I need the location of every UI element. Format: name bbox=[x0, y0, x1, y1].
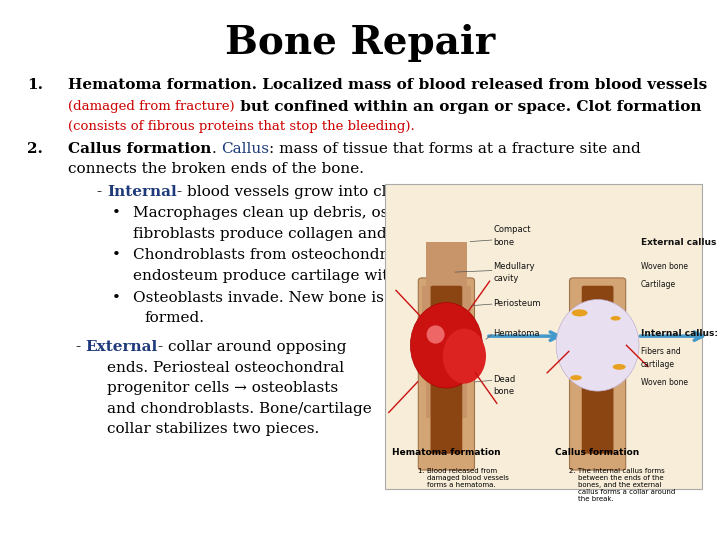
Text: •: • bbox=[112, 248, 120, 262]
Text: Cartilage: Cartilage bbox=[641, 280, 676, 289]
Text: Woven bone: Woven bone bbox=[641, 378, 688, 387]
Text: Macrophages clean up debris, osteoclasts break down dead tissue,: Macrophages clean up debris, osteoclasts… bbox=[133, 206, 650, 220]
Text: •: • bbox=[112, 206, 120, 220]
Text: - blood vessels grow into clot in hematoma: - blood vessels grow into clot in hemato… bbox=[177, 185, 512, 199]
Text: endosteum produce cartilage within the collagen.: endosteum produce cartilage within the c… bbox=[133, 269, 518, 283]
Text: (damaged from fracture): (damaged from fracture) bbox=[68, 100, 235, 113]
Text: Chondroblasts from osteochondral progenitor cells of periosteum and: Chondroblasts from osteochondral progeni… bbox=[133, 248, 673, 262]
Text: cavity: cavity bbox=[493, 274, 518, 284]
Text: but confined within an organ or space. Clot formation: but confined within an organ or space. C… bbox=[235, 100, 701, 114]
Text: collar stabilizes two pieces.: collar stabilizes two pieces. bbox=[107, 422, 319, 436]
Ellipse shape bbox=[557, 300, 639, 391]
FancyBboxPatch shape bbox=[418, 278, 474, 470]
Text: -: - bbox=[76, 340, 86, 354]
Text: Periosteum: Periosteum bbox=[493, 299, 541, 308]
Bar bbox=[422, 286, 471, 308]
Text: Bone Repair: Bone Repair bbox=[225, 24, 495, 62]
Text: formed.: formed. bbox=[144, 311, 204, 325]
Text: 1. Blood released from
    damaged blood vessels
    forms a hematoma.: 1. Blood released from damaged blood ves… bbox=[418, 468, 508, 488]
Text: External: External bbox=[86, 340, 158, 354]
Text: connects the broken ends of the bone.: connects the broken ends of the bone. bbox=[68, 162, 364, 176]
Text: Hematoma formation. Localized mass of blood released from blood vessels: Hematoma formation. Localized mass of bl… bbox=[68, 78, 708, 92]
Text: Callus formation: Callus formation bbox=[68, 142, 212, 156]
Bar bbox=[426, 242, 467, 264]
Bar bbox=[422, 330, 471, 352]
Text: .: . bbox=[212, 142, 222, 156]
Text: -: - bbox=[97, 185, 107, 199]
Text: Hematoma formation: Hematoma formation bbox=[392, 448, 500, 457]
Text: Internal: Internal bbox=[107, 185, 177, 199]
Text: progenitor cells → osteoblasts: progenitor cells → osteoblasts bbox=[107, 381, 338, 395]
Text: - collar around opposing: - collar around opposing bbox=[158, 340, 346, 354]
Ellipse shape bbox=[572, 309, 588, 316]
Text: (several days after fracture).: (several days after fracture). bbox=[512, 185, 695, 198]
Text: •: • bbox=[112, 291, 120, 305]
Text: cartilage: cartilage bbox=[641, 360, 675, 369]
Ellipse shape bbox=[613, 364, 626, 370]
Text: Fibers and: Fibers and bbox=[641, 347, 680, 356]
Text: bone: bone bbox=[493, 238, 514, 247]
Text: Medullary: Medullary bbox=[493, 262, 535, 271]
Text: : mass of tissue that forms at a fracture site and: : mass of tissue that forms at a fractur… bbox=[269, 142, 641, 156]
Text: 1.: 1. bbox=[27, 78, 43, 92]
Text: 2. The internal callus forms
    between the ends of the
    bones, and the exte: 2. The internal callus forms between the… bbox=[569, 468, 675, 502]
Text: Osteoblasts invade. New bone is: Osteoblasts invade. New bone is bbox=[133, 291, 384, 305]
Text: ends. Periosteal osteochondral: ends. Periosteal osteochondral bbox=[107, 361, 343, 375]
Bar bbox=[385, 184, 702, 489]
FancyBboxPatch shape bbox=[582, 286, 613, 454]
Bar bbox=[422, 308, 471, 330]
Ellipse shape bbox=[410, 302, 482, 388]
Text: fibroblasts produce collagen and granulation tissue.: fibroblasts produce collagen and granula… bbox=[133, 227, 536, 241]
Text: Callus: Callus bbox=[222, 142, 269, 156]
Bar bbox=[422, 352, 471, 374]
Text: Internal callus:: Internal callus: bbox=[641, 329, 718, 338]
Text: Dead: Dead bbox=[493, 375, 516, 384]
FancyBboxPatch shape bbox=[570, 278, 626, 470]
Text: Woven bone: Woven bone bbox=[641, 262, 688, 271]
Bar bbox=[426, 396, 467, 418]
Text: Callus formation: Callus formation bbox=[555, 448, 640, 457]
Text: and chondroblasts. Bone/cartilage: and chondroblasts. Bone/cartilage bbox=[107, 402, 372, 416]
Bar bbox=[426, 374, 467, 396]
FancyBboxPatch shape bbox=[431, 286, 462, 454]
Text: External callus: External callus bbox=[641, 238, 716, 247]
Text: Compact: Compact bbox=[493, 225, 531, 234]
Text: bone: bone bbox=[493, 387, 514, 396]
Text: Hematoma: Hematoma bbox=[493, 329, 540, 338]
Text: 2.: 2. bbox=[27, 142, 43, 156]
Ellipse shape bbox=[426, 325, 444, 343]
Bar bbox=[426, 264, 467, 286]
Text: (consists of fibrous proteins that stop the bleeding).: (consists of fibrous proteins that stop … bbox=[68, 120, 415, 133]
Ellipse shape bbox=[443, 329, 486, 383]
Ellipse shape bbox=[611, 316, 621, 321]
Ellipse shape bbox=[570, 375, 582, 380]
